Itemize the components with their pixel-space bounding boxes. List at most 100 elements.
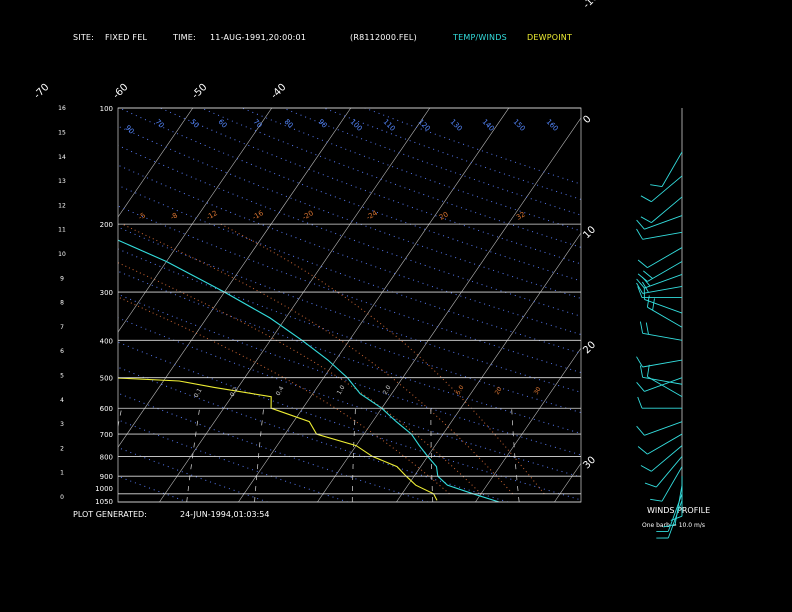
wind-barb-flag [639, 321, 644, 334]
height-tick-label: 11 [58, 227, 66, 234]
pressure-tick-label: 1050 [95, 498, 113, 506]
wind-barb-flag [650, 498, 663, 502]
height-tick-label: 14 [58, 154, 66, 161]
wind-barb-flag [642, 281, 649, 293]
moist-adiabat [121, 223, 513, 495]
wind-barb-flag [636, 219, 645, 230]
wind-barb-flag [636, 425, 645, 436]
dry-adiabat-label: 70 [154, 118, 166, 130]
mixing-ratio-line [47, 408, 68, 502]
height-tick-label: 10 [58, 251, 66, 258]
mixing-ratio-line [351, 408, 356, 502]
wind-barb-flag [652, 298, 655, 311]
height-tick-label: 9 [60, 275, 64, 282]
temperature-tick-label-right: 20 [581, 339, 598, 356]
mixing-ratio-label: 0.1 [193, 387, 204, 399]
wind-barb-shaft [647, 433, 683, 455]
isotherm-line [317, 117, 581, 502]
wind-barb-flag [670, 515, 683, 521]
wind-barb-shaft [647, 247, 683, 268]
dry-adiabat [119, 108, 581, 282]
isotherm-line [0, 108, 114, 502]
pressure-tick-label: 900 [100, 473, 113, 481]
isotherm-line [118, 108, 273, 333]
wind-barb-shaft [644, 377, 683, 392]
mixing-ratio-label: 0.4 [275, 385, 286, 397]
pressure-tick-label: 1000 [95, 485, 113, 493]
moist-adiabat-label: -8 [169, 211, 179, 221]
wind-barb-flag [640, 195, 652, 203]
wind-barb-shaft [642, 231, 683, 240]
dry-adiabat-label: 70 [252, 118, 264, 130]
height-tick-label: 8 [60, 300, 64, 307]
mixing-ratio-label: 0.2 [229, 386, 240, 398]
wind-barb-shaft [642, 285, 683, 294]
pressure-tick-label: 100 [100, 105, 113, 113]
mixing-ratio-label: 1.0 [336, 384, 347, 396]
isotherm-line [396, 232, 581, 502]
file-name: (R8112000.FEL) [350, 33, 417, 42]
temperature-tick-label-right: 0 [581, 114, 593, 126]
dry-adiabat-label: 100 [349, 118, 364, 133]
mixing-ratio-line [0, 408, 16, 502]
wind-barb-flag [636, 228, 643, 240]
barb-note: One barb = 10.0 m/s [642, 522, 705, 529]
dry-adiabat [323, 108, 581, 200]
dry-adiabat [118, 144, 581, 317]
wind-barb-shaft [644, 274, 683, 289]
height-tick-label: 3 [60, 421, 64, 428]
dry-adiabat [118, 341, 581, 501]
dry-adiabat-label: 150 [512, 118, 527, 133]
moist-adiabat-label: -5 [137, 211, 147, 221]
wind-barb-flag [637, 286, 643, 298]
height-tick-label: 13 [58, 178, 66, 185]
wind-barb-shaft [647, 376, 683, 398]
moist-adiabat [118, 296, 450, 495]
wind-barb-flag [636, 356, 643, 368]
temperature-tick-label-top: -50 [190, 82, 209, 101]
height-tick-label: 4 [60, 397, 64, 404]
time-label: TIME: [173, 33, 196, 42]
pressure-tick-label: 700 [100, 431, 113, 439]
temperature-tick-label-right: 30 [581, 455, 598, 472]
pressure-tick-label: 300 [100, 289, 113, 297]
mixing-ratio-line [254, 408, 264, 502]
height-tick-label: 15 [58, 130, 66, 137]
dry-adiabat-label: 130 [449, 118, 464, 133]
wind-barb-flag [644, 482, 657, 488]
dewpoint-profile-line [118, 377, 438, 501]
wind-barb-flag [650, 184, 663, 188]
wind-barb-flag [637, 446, 648, 455]
isotherm-line [633, 108, 792, 502]
isotherm-line [712, 108, 792, 502]
dry-adiabat [0, 108, 107, 502]
dry-adiabat [118, 475, 188, 502]
temperature-tick-label-top: -40 [269, 82, 288, 101]
wind-barb-flag [636, 282, 643, 294]
wind-barb-flag [663, 524, 676, 528]
mixing-ratio-label: 30 [533, 386, 543, 396]
dry-adiabat [118, 447, 268, 502]
wind-barb-shaft [644, 298, 683, 314]
isotherm-line [159, 108, 431, 502]
height-tick-label: 7 [60, 324, 64, 331]
isotherm-line [0, 108, 35, 502]
moist-adiabat-label: 20 [438, 210, 450, 221]
moist-adiabat [220, 223, 545, 495]
moist-adiabat-label: -24 [365, 209, 379, 222]
wind-barb-shaft [647, 306, 683, 328]
wind-barb-flag [646, 364, 650, 377]
dry-adiabat-label: 60 [217, 118, 229, 130]
wind-barb-shaft [647, 261, 683, 282]
wind-barb-shaft [651, 445, 683, 472]
wind-barb-flag [636, 382, 645, 392]
wind-barb-shaft [642, 332, 683, 341]
wind-profile-panel [636, 108, 683, 539]
dry-adiabat [282, 108, 581, 216]
time-value: 11-AUG-1991,20:00:01 [210, 33, 307, 42]
mixing-ratio-line [186, 408, 200, 502]
height-tick-label: 1 [60, 470, 64, 477]
wind-barb-flag [637, 273, 648, 282]
dry-adiabat-label: 50 [189, 118, 201, 130]
